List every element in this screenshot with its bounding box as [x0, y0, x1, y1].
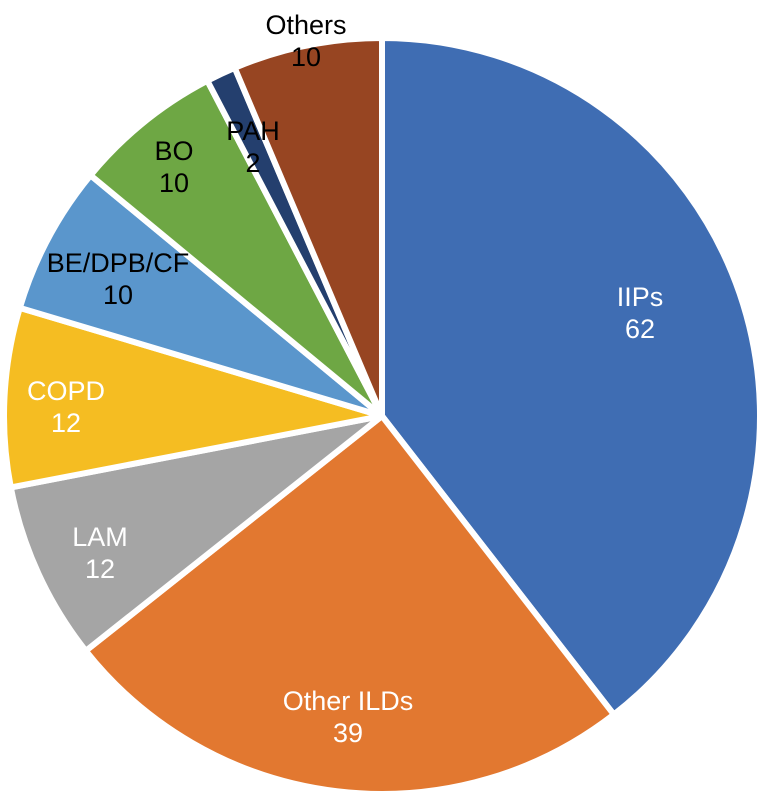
- slice-label-others: Others 10: [265, 10, 346, 72]
- pie-slice-be-dpb-cf: [16, 172, 385, 419]
- pie-slice-others: [231, 35, 385, 419]
- slice-label-name: BO: [154, 136, 193, 166]
- slice-label-copd: COPD 12: [27, 376, 105, 438]
- slice-label-name: COPD: [27, 376, 105, 406]
- slice-label-name: Others: [265, 10, 346, 40]
- slice-label-bo: BO 10: [154, 136, 193, 198]
- slice-label-value: 10: [103, 280, 133, 310]
- pie-slice-iips: [379, 35, 763, 718]
- slice-label-lam: LAM 12: [72, 522, 128, 584]
- slice-label-name: PAH: [226, 116, 280, 146]
- slice-label-name: LAM: [72, 522, 128, 552]
- pie-slice-lam: [7, 413, 385, 654]
- pie-slices: [1, 35, 763, 797]
- slice-label-pah: PAH 2: [226, 116, 280, 178]
- slice-label-name: IIPs: [617, 282, 664, 312]
- slice-label-name: BE/DPB/CF: [47, 248, 190, 278]
- slice-label-value: 62: [625, 314, 655, 344]
- slice-label-name: Other ILDs: [283, 686, 414, 716]
- slice-label-be-dpb-cf: BE/DPB/CF 10: [47, 248, 190, 310]
- slice-label-value: 10: [159, 168, 189, 198]
- slice-label-other-ilds: Other ILDs 39: [283, 686, 414, 748]
- slice-label-value: 2: [245, 148, 260, 178]
- pie-slice-other-ilds: [82, 413, 617, 797]
- pie-slice-copd: [1, 304, 385, 491]
- slice-label-value: 12: [85, 554, 115, 584]
- slice-label-value: 10: [291, 42, 321, 72]
- slice-label-iips: IIPs 62: [617, 282, 664, 344]
- slice-label-value: 39: [333, 718, 363, 748]
- pie-slice-bo: [87, 77, 385, 419]
- slice-label-value: 12: [51, 408, 81, 438]
